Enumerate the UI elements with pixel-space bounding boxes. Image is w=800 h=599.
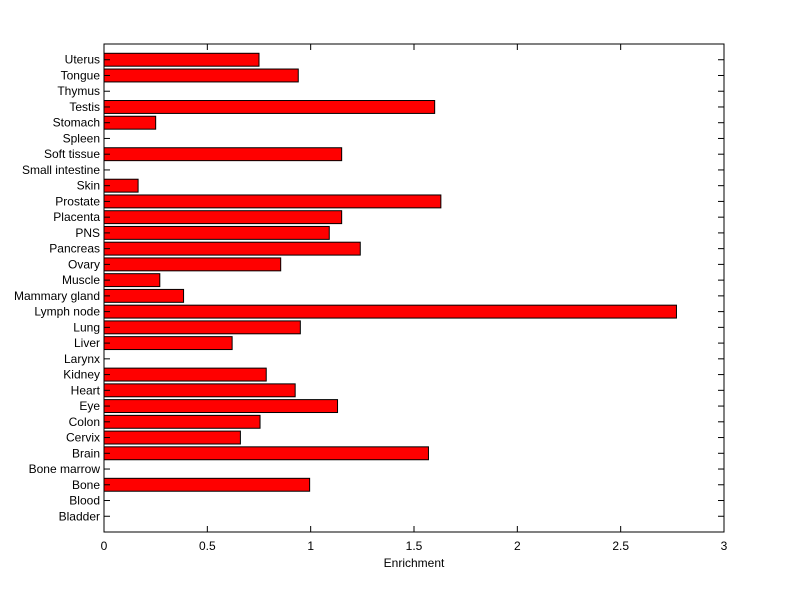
y-tick-label: Lymph node xyxy=(34,305,100,319)
x-tick-label: 1.5 xyxy=(406,539,423,553)
y-tick-label: Prostate xyxy=(55,194,100,208)
y-tick-label: Thymus xyxy=(57,84,100,98)
y-tick-label: Eye xyxy=(79,399,100,413)
bar-eye xyxy=(103,399,339,414)
bar-ovary xyxy=(103,257,282,272)
y-tick-label: Tongue xyxy=(61,68,101,82)
x-tick-label: 2.5 xyxy=(612,539,629,553)
y-tick-label: Pancreas xyxy=(49,242,100,256)
y-tick-label: Soft tissue xyxy=(44,147,100,161)
y-tick-label: Bladder xyxy=(59,509,100,523)
bar-pancreas xyxy=(103,241,361,256)
bar-prostate xyxy=(103,194,442,209)
bar-bone xyxy=(103,477,311,492)
bar-testis xyxy=(103,100,436,114)
bar-placenta xyxy=(103,210,343,225)
bar-pns xyxy=(103,225,330,240)
y-tick-label: Brain xyxy=(72,446,100,460)
y-tick-label: Spleen xyxy=(63,131,100,145)
x-tick-label: 0 xyxy=(101,539,108,553)
y-tick-label: Muscle xyxy=(62,273,100,287)
y-tick-label: Skin xyxy=(77,179,100,193)
y-tick-label: Bone xyxy=(72,478,100,492)
y-tick-label: Testis xyxy=(69,100,100,114)
x-tick-label: 2 xyxy=(514,539,521,553)
bar-soft-tissue xyxy=(103,147,343,162)
bar-stomach xyxy=(103,115,157,130)
bars xyxy=(103,52,677,492)
x-axis-label: Enrichment xyxy=(384,556,445,570)
bar-uterus xyxy=(103,52,260,67)
x-tick-label: 1 xyxy=(307,539,314,553)
y-tick-label: Lung xyxy=(73,320,100,334)
bar-colon xyxy=(103,414,261,429)
y-tick-label: Stomach xyxy=(53,116,100,130)
y-tick-label: Colon xyxy=(69,415,100,429)
bar-liver xyxy=(103,336,233,351)
y-tick-label: Heart xyxy=(71,383,101,397)
bar-lymph-node xyxy=(103,304,677,319)
y-tick-label: Mammary gland xyxy=(14,289,100,303)
y-tick-label: Bone marrow xyxy=(29,462,101,476)
bar-muscle xyxy=(103,273,161,288)
x-tick-label: 0.5 xyxy=(199,539,216,553)
y-tick-label: Ovary xyxy=(68,257,100,271)
y-tick-label: Larynx xyxy=(64,352,100,366)
y-tick-label: Blood xyxy=(69,494,100,508)
bar-cervix xyxy=(103,430,241,445)
bar-lung xyxy=(103,320,301,335)
y-tick-label: Cervix xyxy=(66,431,100,445)
bar-mammary-gland xyxy=(103,288,185,303)
y-tick-label: Small intestine xyxy=(22,163,100,177)
y-tick-label: Placenta xyxy=(53,210,100,224)
y-tick-label: Uterus xyxy=(65,53,100,67)
bar-heart xyxy=(103,383,296,398)
y-tick-label: Liver xyxy=(74,336,100,350)
ticks xyxy=(103,44,725,532)
bar-brain xyxy=(103,446,429,461)
bar-tongue xyxy=(103,68,299,83)
y-tick-label: PNS xyxy=(75,226,100,240)
y-tick-label: Kidney xyxy=(63,368,100,382)
x-tick-label: 3 xyxy=(721,539,728,553)
bar-kidney xyxy=(103,367,267,382)
